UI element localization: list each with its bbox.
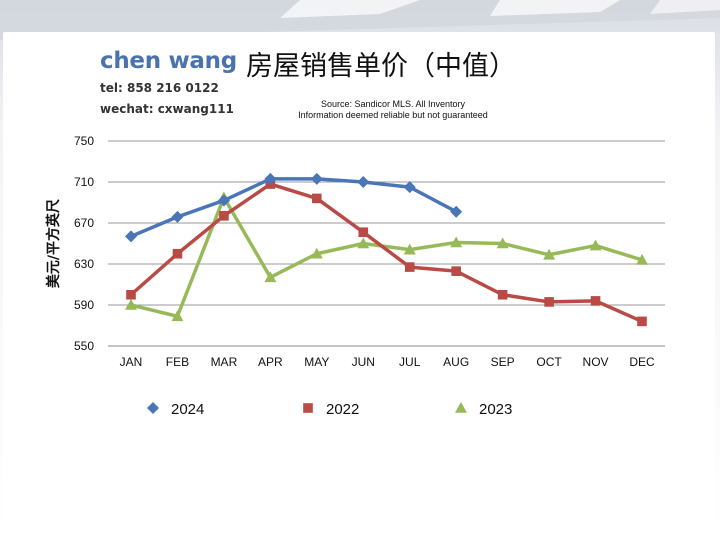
y-axis-label: 美元/平方英尺 bbox=[45, 199, 62, 288]
data-point-2022 bbox=[358, 227, 369, 238]
y-tick-label: 750 bbox=[74, 134, 94, 148]
agent-name: chen wang bbox=[100, 48, 237, 74]
legend-label-2023: 2023 bbox=[479, 401, 512, 418]
agent-phone: tel: 858 216 0122 bbox=[100, 81, 219, 95]
x-tick-label: JAN bbox=[120, 355, 143, 369]
series-line-2024 bbox=[130, 177, 458, 238]
data-point-2022 bbox=[637, 316, 647, 327]
data-point-2024 bbox=[450, 205, 463, 218]
legend-marker-2023 bbox=[455, 402, 467, 413]
data-point-2023 bbox=[171, 310, 184, 322]
data-point-2023 bbox=[310, 247, 323, 259]
data-point-2023 bbox=[636, 253, 648, 265]
data-point-2024 bbox=[125, 230, 137, 243]
legend-marker-2022 bbox=[303, 403, 313, 413]
data-point-2024 bbox=[357, 176, 370, 188]
data-point-2024 bbox=[217, 194, 230, 207]
y-tick-label: 710 bbox=[74, 175, 94, 189]
data-point-2024 bbox=[264, 172, 277, 185]
data-point-2022 bbox=[544, 297, 554, 307]
data-point-2022 bbox=[219, 211, 229, 221]
data-point-2023 bbox=[125, 299, 137, 310]
data-point-2022 bbox=[126, 289, 136, 300]
data-point-2022 bbox=[404, 262, 415, 272]
data-point-2023 bbox=[357, 237, 370, 249]
data-point-2023 bbox=[496, 237, 509, 249]
y-tick-label: 630 bbox=[74, 257, 94, 271]
legend-label-2024: 2024 bbox=[171, 401, 204, 418]
data-point-2024 bbox=[171, 210, 184, 223]
x-tick-label: OCT bbox=[536, 355, 562, 369]
x-tick-label: AUG bbox=[443, 355, 469, 369]
data-point-2022 bbox=[172, 248, 183, 259]
data-point-2022 bbox=[312, 193, 322, 204]
data-point-2022 bbox=[590, 296, 601, 306]
x-tick-label: JUL bbox=[399, 355, 421, 369]
source-note: Source: Sandicor MLS. All Inventory bbox=[320, 99, 466, 109]
data-point-2024 bbox=[310, 172, 323, 185]
x-tick-label: MAR bbox=[211, 355, 238, 369]
x-tick-label: SEP bbox=[491, 355, 515, 369]
x-tick-label: JUN bbox=[352, 355, 375, 369]
legend-marker-2024 bbox=[147, 402, 159, 414]
data-point-2023 bbox=[264, 271, 277, 283]
y-tick-label: 670 bbox=[74, 216, 94, 230]
x-tick-label: MAY bbox=[304, 355, 329, 369]
series-line-2023 bbox=[130, 195, 643, 319]
x-tick-label: DEC bbox=[629, 355, 655, 369]
chart-title: 房屋销售单价（中值） bbox=[246, 51, 516, 82]
data-point-2023 bbox=[450, 236, 463, 248]
agent-wechat: wechat: cxwang111 bbox=[100, 102, 234, 116]
disclaimer-note: Information deemed reliable but not guar… bbox=[298, 110, 488, 120]
data-point-2023 bbox=[589, 239, 602, 251]
data-point-2022 bbox=[451, 266, 461, 276]
data-point-2023 bbox=[403, 243, 416, 255]
data-point-2023 bbox=[543, 248, 556, 260]
y-tick-label: 590 bbox=[74, 298, 94, 312]
x-tick-label: NOV bbox=[583, 355, 609, 369]
y-tick-label: 550 bbox=[74, 339, 94, 353]
data-point-2022 bbox=[497, 289, 508, 300]
x-tick-label: APR bbox=[258, 355, 283, 369]
legend-label-2022: 2022 bbox=[326, 401, 359, 418]
x-tick-label: FEB bbox=[166, 355, 189, 369]
series-line-2022 bbox=[129, 182, 643, 324]
data-point-2024 bbox=[403, 181, 416, 194]
